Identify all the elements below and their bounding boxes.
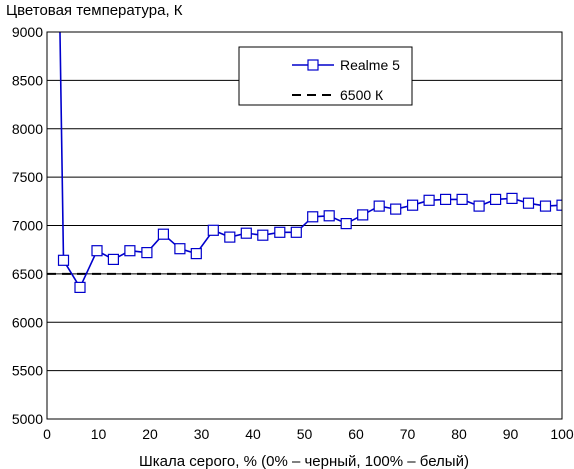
data-point-realme5 [522,197,535,209]
plot-area-frame [46,31,563,420]
data-point-realme5 [257,229,269,241]
data-point-realme5 [224,231,236,243]
y-tick-labels: 5000 5500 6000 6500 7000 7500 8000 8500 9000 [12,24,43,427]
x-tick-label: 10 [91,426,107,442]
data-point-realme5 [174,243,186,255]
data-point-realme5 [240,227,252,239]
x-tick-label: 0 [43,426,51,442]
data-point-realme5 [340,218,352,230]
data-point-realme5 [556,199,562,211]
data-point-realme5 [323,210,335,222]
data-point-realme5 [91,245,103,257]
x-tick-label: 20 [142,426,158,442]
series-layer [47,32,562,293]
legend: Realme 5 6500 К [238,46,413,106]
y-tick-label: 8000 [12,121,43,137]
x-tick-label: 70 [400,426,416,442]
data-point-realme5 [157,228,169,240]
x-tick-label: 50 [297,426,313,442]
legend-realme5-marker [307,59,319,71]
x-tick-label: 90 [503,426,519,442]
data-point-realme5 [207,224,219,236]
legend-realme5-label: Realme 5 [340,57,400,73]
data-point-realme5 [390,203,402,215]
x-tick-labels: 0 10 20 30 40 50 60 70 80 90 100 [43,426,574,442]
data-point-realme5 [506,192,518,204]
x-axis-title: Шкала серого, % (0% – черный, 100% – бел… [139,453,469,469]
data-point-realme5 [423,194,435,206]
x-tick-label: 40 [245,426,261,442]
y-tick-label: 9000 [12,24,43,40]
data-point-realme5 [539,200,552,212]
data-point-realme5 [490,193,502,205]
x-tick-label: 80 [451,426,467,442]
data-point-realme5 [473,200,485,212]
data-point-realme5 [407,199,419,211]
data-point-realme5 [440,193,452,205]
data-point-realme5 [74,281,86,293]
data-point-realme5 [57,254,70,266]
x-tick-label: 30 [194,426,210,442]
data-point-realme5 [274,226,286,238]
x-tick-label: 60 [348,426,364,442]
y-tick-label: 7000 [12,218,43,234]
legend-box [238,46,413,106]
data-point-realme5 [141,247,153,259]
y-axis-title: Цветовая температура, К [6,2,183,19]
y-tick-label: 8500 [12,72,43,88]
data-point-realme5 [124,245,136,257]
data-point-realme5 [357,209,369,221]
x-tick-label: 100 [550,426,574,442]
data-point-realme5 [456,193,468,205]
data-point-realme5 [373,200,385,212]
y-tick-label: 7500 [12,169,43,185]
data-point-realme5 [107,253,120,265]
y-tick-label: 6500 [12,266,43,282]
y-tick-label: 5500 [12,363,43,379]
data-point-realme5 [290,226,302,238]
y-tick-label: 6000 [12,314,43,330]
data-point-realme5 [190,248,202,260]
data-point-realme5 [307,211,319,223]
y-tick-label: 5000 [12,411,43,427]
legend-6500k-label: 6500 К [340,87,384,103]
